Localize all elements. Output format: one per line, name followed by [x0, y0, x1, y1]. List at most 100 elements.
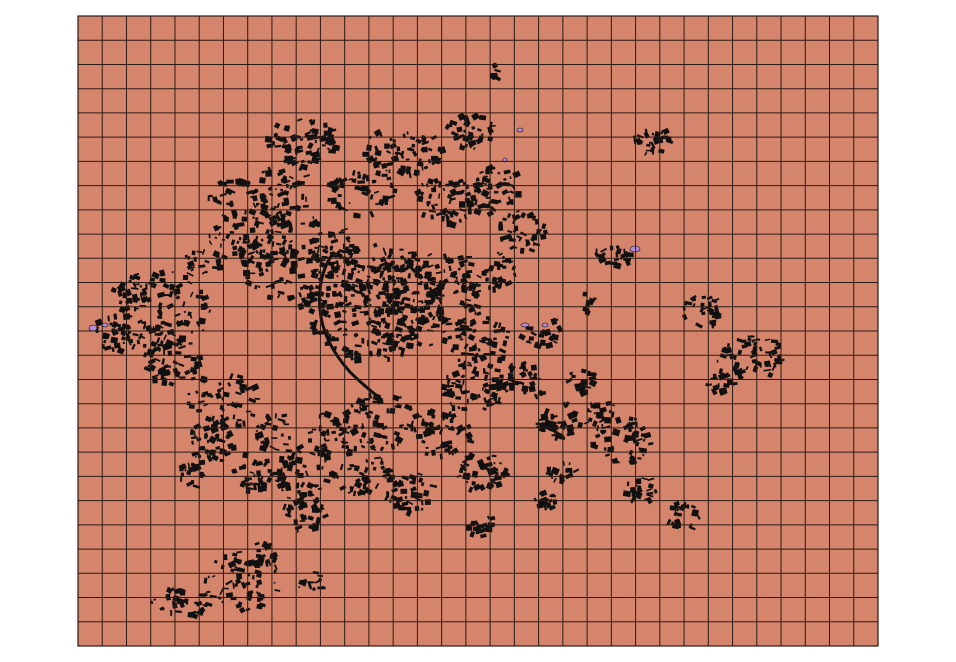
building-footprint — [202, 379, 208, 384]
building-footprint — [334, 337, 339, 342]
building-footprint — [316, 147, 320, 153]
building-footprint — [341, 345, 350, 354]
building-footprint — [176, 337, 183, 345]
building-footprint — [193, 360, 203, 369]
building-footprint — [261, 170, 266, 174]
building-footprint — [236, 222, 245, 227]
building-footprint — [751, 339, 754, 344]
building-footprint — [260, 484, 268, 492]
building-footprint — [308, 250, 316, 256]
building-footprint — [492, 466, 497, 470]
building-footprint — [251, 196, 257, 199]
building-footprint — [307, 430, 314, 435]
building-footprint — [239, 383, 248, 390]
building-footprint — [208, 194, 213, 198]
building-footprint — [388, 169, 391, 174]
building-footprint — [315, 516, 322, 524]
building-footprint — [274, 251, 279, 256]
building-footprint — [626, 481, 630, 487]
building-footprint — [365, 486, 369, 490]
building-footprint — [194, 455, 197, 458]
building-footprint — [285, 423, 288, 426]
building-footprint — [614, 416, 622, 424]
building-footprint — [432, 315, 436, 321]
building-footprint — [320, 442, 327, 448]
building-footprint — [723, 346, 729, 350]
building-footprint — [207, 575, 210, 579]
building-footprint — [467, 131, 474, 135]
building-footprint — [384, 261, 389, 267]
building-footprint — [462, 181, 466, 186]
building-footprint — [419, 308, 426, 313]
building-footprint — [628, 252, 634, 258]
building-footprint — [482, 354, 486, 359]
building-footprint — [499, 354, 506, 362]
building-footprint — [422, 418, 425, 424]
building-footprint — [425, 292, 431, 299]
building-footprint — [265, 268, 269, 273]
building-footprint — [211, 574, 216, 578]
building-footprint — [305, 470, 309, 477]
building-footprint — [289, 248, 298, 256]
building-footprint — [326, 294, 330, 298]
building-footprint — [604, 417, 612, 424]
building-footprint — [451, 382, 456, 385]
building-footprint — [270, 283, 275, 289]
building-footprint — [358, 406, 363, 412]
building-footprint — [467, 364, 473, 367]
building-footprint — [232, 251, 238, 257]
building-footprint — [498, 252, 504, 256]
building-footprint — [487, 397, 494, 402]
building-footprint — [305, 260, 313, 265]
building-footprint — [324, 245, 329, 250]
building-footprint — [280, 188, 284, 192]
building-footprint — [203, 577, 208, 584]
building-footprint — [334, 437, 338, 442]
building-footprint — [601, 430, 606, 435]
building-footprint — [305, 150, 313, 156]
building-footprint — [485, 277, 489, 282]
building-footprint — [392, 293, 400, 299]
building-footprint — [206, 439, 209, 444]
building-footprint — [338, 301, 345, 307]
building-footprint — [227, 382, 232, 387]
building-footprint — [386, 150, 392, 155]
building-footprint — [232, 223, 239, 231]
building-footprint — [353, 178, 357, 184]
building-footprint — [136, 339, 141, 345]
building-footprint — [758, 346, 763, 352]
building-footprint — [529, 375, 532, 380]
building-footprint — [329, 251, 336, 256]
building-footprint — [669, 505, 676, 511]
building-footprint — [185, 598, 189, 605]
building-footprint — [338, 430, 346, 437]
building-footprint — [538, 390, 547, 396]
building-footprint — [469, 320, 476, 327]
building-footprint — [329, 246, 333, 251]
building-footprint — [753, 359, 762, 367]
building-footprint — [408, 171, 412, 179]
building-footprint — [361, 423, 365, 429]
building-footprint — [328, 149, 337, 154]
building-footprint — [309, 494, 315, 497]
building-footprint — [359, 438, 363, 444]
building-footprint — [282, 251, 288, 257]
building-footprint — [380, 317, 386, 322]
building-footprint — [481, 117, 484, 120]
building-footprint — [357, 180, 365, 184]
building-footprint — [381, 335, 386, 339]
building-footprint — [278, 210, 283, 215]
building-footprint — [321, 248, 329, 254]
building-footprint — [242, 420, 246, 427]
building-footprint — [331, 430, 337, 435]
building-footprint — [357, 264, 366, 269]
building-footprint — [475, 186, 482, 194]
building-footprint — [351, 245, 361, 255]
building-footprint — [277, 418, 285, 422]
building-footprint — [425, 271, 432, 279]
building-footprint — [465, 524, 472, 531]
building-footprint — [282, 218, 285, 222]
building-footprint — [327, 269, 335, 278]
building-footprint — [299, 513, 305, 519]
building-footprint — [350, 403, 354, 408]
